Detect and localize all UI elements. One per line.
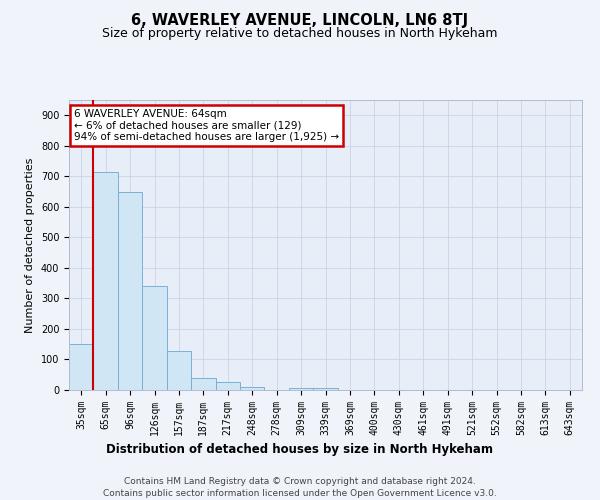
- Text: Contains HM Land Registry data © Crown copyright and database right 2024.: Contains HM Land Registry data © Crown c…: [124, 478, 476, 486]
- Text: 6 WAVERLEY AVENUE: 64sqm
← 6% of detached houses are smaller (129)
94% of semi-d: 6 WAVERLEY AVENUE: 64sqm ← 6% of detache…: [74, 108, 339, 142]
- Bar: [289, 388, 313, 390]
- Text: Size of property relative to detached houses in North Hykeham: Size of property relative to detached ho…: [102, 28, 498, 40]
- Bar: [167, 351, 191, 390]
- Bar: [240, 387, 265, 390]
- Text: Distribution of detached houses by size in North Hykeham: Distribution of detached houses by size …: [107, 442, 493, 456]
- Text: Contains public sector information licensed under the Open Government Licence v3: Contains public sector information licen…: [103, 489, 497, 498]
- Bar: [118, 192, 142, 390]
- Bar: [69, 344, 94, 390]
- Bar: [94, 172, 118, 390]
- Bar: [191, 378, 215, 390]
- Text: 6, WAVERLEY AVENUE, LINCOLN, LN6 8TJ: 6, WAVERLEY AVENUE, LINCOLN, LN6 8TJ: [131, 12, 469, 28]
- Y-axis label: Number of detached properties: Number of detached properties: [25, 158, 35, 332]
- Bar: [215, 382, 240, 390]
- Bar: [142, 286, 167, 390]
- Bar: [313, 388, 338, 390]
